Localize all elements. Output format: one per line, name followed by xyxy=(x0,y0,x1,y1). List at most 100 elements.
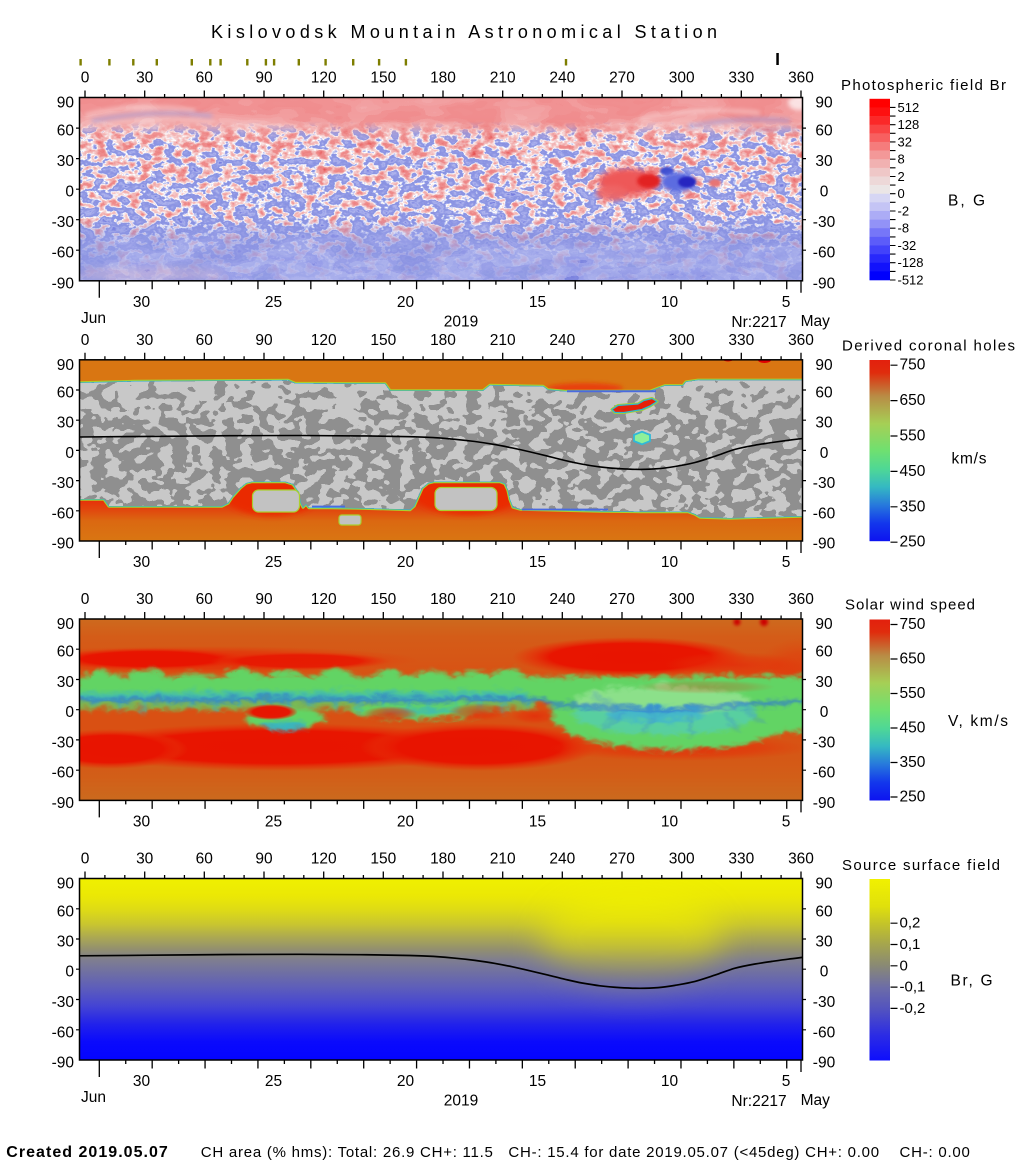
svg-text:-30: -30 xyxy=(52,994,75,1011)
svg-text:-90: -90 xyxy=(52,795,75,812)
svg-text:30: 30 xyxy=(57,674,75,691)
svg-text:15: 15 xyxy=(529,813,546,830)
svg-text:-60: -60 xyxy=(52,1024,75,1041)
svg-text:-512: -512 xyxy=(898,273,924,288)
svg-text:750: 750 xyxy=(900,357,926,374)
svg-text:Derived coronal holes: Derived coronal holes xyxy=(842,338,1015,355)
svg-text:90: 90 xyxy=(815,95,833,112)
svg-text:Nr:2217: Nr:2217 xyxy=(731,1093,786,1110)
svg-text:-30: -30 xyxy=(52,734,75,751)
svg-text:-60: -60 xyxy=(813,1024,836,1041)
svg-text:5: 5 xyxy=(782,294,791,311)
svg-text:30: 30 xyxy=(815,153,833,170)
svg-text:90: 90 xyxy=(57,357,75,374)
svg-text:270: 270 xyxy=(609,70,635,87)
svg-text:0: 0 xyxy=(898,186,905,201)
svg-text:-90: -90 xyxy=(813,275,836,292)
svg-text:Jun: Jun xyxy=(81,310,106,327)
svg-text:330: 330 xyxy=(728,851,754,868)
svg-text:650: 650 xyxy=(900,651,926,668)
svg-text:May: May xyxy=(801,313,831,330)
svg-text:250: 250 xyxy=(900,534,926,551)
svg-text:-30: -30 xyxy=(813,734,836,751)
svg-text:Nr:2217: Nr:2217 xyxy=(731,314,786,331)
svg-text:-0,2: -0,2 xyxy=(900,1000,926,1017)
svg-text:60: 60 xyxy=(57,385,75,402)
svg-text:60: 60 xyxy=(196,851,214,868)
svg-text:120: 120 xyxy=(311,591,337,608)
svg-text:90: 90 xyxy=(255,851,273,868)
svg-text:120: 120 xyxy=(311,851,337,868)
svg-text:270: 270 xyxy=(609,332,635,349)
svg-text:512: 512 xyxy=(898,100,920,115)
svg-text:0: 0 xyxy=(65,445,74,462)
svg-text:15: 15 xyxy=(529,554,546,571)
svg-text:-60: -60 xyxy=(813,245,836,262)
svg-text:0: 0 xyxy=(65,964,74,981)
svg-text:250: 250 xyxy=(900,789,926,806)
svg-text:2: 2 xyxy=(898,169,905,184)
svg-text:0: 0 xyxy=(65,184,74,201)
svg-text:0,1: 0,1 xyxy=(900,936,921,953)
svg-text:60: 60 xyxy=(815,123,833,140)
svg-text:120: 120 xyxy=(311,332,337,349)
svg-text:30: 30 xyxy=(133,813,151,830)
svg-text:210: 210 xyxy=(490,332,516,349)
svg-text:270: 270 xyxy=(609,851,635,868)
svg-text:-60: -60 xyxy=(813,765,836,782)
svg-text:30: 30 xyxy=(57,934,75,951)
svg-text:-30: -30 xyxy=(813,475,836,492)
svg-text:90: 90 xyxy=(57,95,75,112)
svg-text:-60: -60 xyxy=(52,765,75,782)
svg-text:-8: -8 xyxy=(898,221,910,236)
svg-text:650: 650 xyxy=(900,392,926,409)
svg-text:0: 0 xyxy=(820,964,829,981)
svg-text:90: 90 xyxy=(255,332,273,349)
svg-text:8: 8 xyxy=(898,152,905,167)
svg-text:150: 150 xyxy=(370,332,396,349)
svg-text:60: 60 xyxy=(57,903,75,920)
svg-text:450: 450 xyxy=(900,463,926,480)
svg-text:-90: -90 xyxy=(52,275,75,292)
svg-text:-90: -90 xyxy=(813,795,836,812)
svg-text:10: 10 xyxy=(661,554,679,571)
svg-text:-32: -32 xyxy=(898,238,917,253)
svg-text:30: 30 xyxy=(133,554,151,571)
svg-text:-90: -90 xyxy=(813,536,836,553)
svg-text:32: 32 xyxy=(898,134,912,149)
svg-text:360: 360 xyxy=(788,591,814,608)
svg-text:210: 210 xyxy=(490,591,516,608)
svg-text:Source surface field: Source surface field xyxy=(842,857,1000,874)
svg-text:30: 30 xyxy=(57,153,75,170)
svg-text:30: 30 xyxy=(815,934,833,951)
svg-text:Kislovodsk Mountain Astronomic: Kislovodsk Mountain Astronomical Station xyxy=(211,22,717,42)
svg-text:60: 60 xyxy=(57,123,75,140)
svg-text:360: 360 xyxy=(788,851,814,868)
svg-text:60: 60 xyxy=(815,644,833,661)
svg-text:180: 180 xyxy=(430,332,456,349)
svg-text:240: 240 xyxy=(549,591,575,608)
svg-text:60: 60 xyxy=(196,332,214,349)
svg-text:-30: -30 xyxy=(813,214,836,231)
svg-text:360: 360 xyxy=(788,332,814,349)
svg-text:300: 300 xyxy=(669,851,695,868)
svg-text:Br, G: Br, G xyxy=(951,973,993,990)
svg-text:0: 0 xyxy=(820,184,829,201)
svg-text:15: 15 xyxy=(529,294,546,311)
svg-text:-60: -60 xyxy=(813,505,836,522)
svg-text:May: May xyxy=(801,1092,831,1109)
svg-text:30: 30 xyxy=(133,1073,151,1090)
svg-text:0: 0 xyxy=(81,70,90,87)
svg-text:20: 20 xyxy=(397,1073,415,1090)
svg-text:Photospheric field Br: Photospheric field Br xyxy=(841,77,1006,94)
svg-text:240: 240 xyxy=(549,851,575,868)
svg-text:330: 330 xyxy=(728,591,754,608)
svg-text:350: 350 xyxy=(900,754,926,771)
svg-text:-2: -2 xyxy=(898,204,910,219)
svg-text:2019: 2019 xyxy=(444,1093,478,1110)
svg-text:60: 60 xyxy=(815,385,833,402)
svg-text:-0,1: -0,1 xyxy=(900,979,926,996)
svg-text:-30: -30 xyxy=(52,475,75,492)
svg-text:km/s: km/s xyxy=(952,451,987,468)
svg-text:5: 5 xyxy=(782,554,791,571)
